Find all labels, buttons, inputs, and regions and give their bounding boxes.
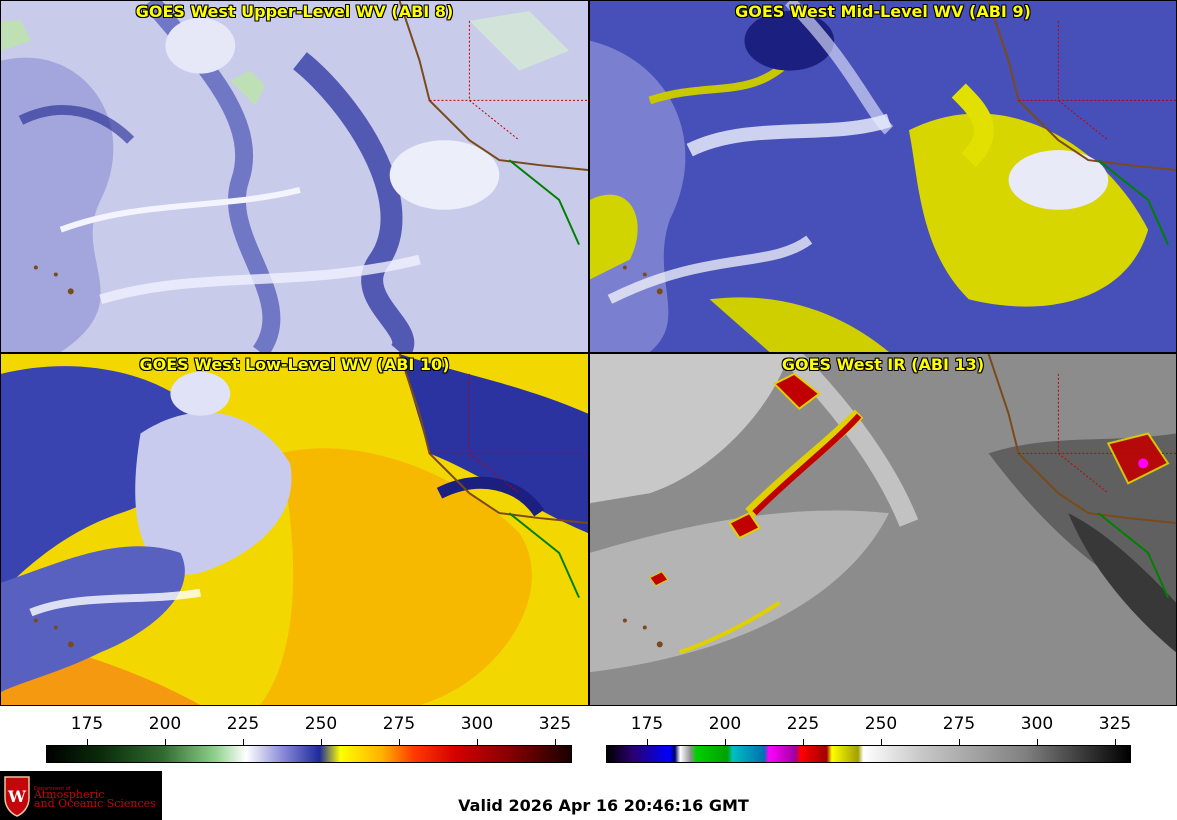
logo-department-text: Department of	[34, 786, 71, 792]
ir-tick-mark	[1115, 739, 1116, 745]
panel-title: GOES West Mid-Level WV (ABI 9)	[735, 2, 1031, 21]
ir-tick-label: 300	[1020, 714, 1054, 734]
upper-level-wv-image	[1, 1, 588, 352]
ir-tick-label: 175	[630, 714, 664, 734]
wv-tick-mark	[321, 739, 322, 745]
wv-tick-label: 175	[70, 714, 104, 734]
ir-colorbar: 175 200 225 250 275 300 325	[589, 706, 1177, 768]
ir-tick-label: 275	[942, 714, 976, 734]
wv-tick-mark	[243, 739, 244, 745]
ir-tick-mark	[881, 739, 882, 745]
panel-mid-level-wv: GOES West Mid-Level WV (ABI 9)	[589, 0, 1177, 353]
ir-tick-label: 325	[1098, 714, 1132, 734]
panel-upper-level-wv: GOES West Upper-Level WV (ABI 8)	[0, 0, 589, 353]
wv-tick-label: 325	[538, 714, 572, 734]
wv-color-scale	[46, 745, 572, 763]
ir-tick-label: 200	[708, 714, 742, 734]
valid-time-label: Valid 2026 Apr 16 20:46:16 GMT	[458, 796, 749, 815]
wv-tick-mark	[555, 739, 556, 745]
panel-title: GOES West IR (ABI 13)	[781, 355, 985, 374]
ir-tick-mark	[647, 739, 648, 745]
panel-title: GOES West Low-Level WV (ABI 10)	[139, 355, 450, 374]
aos-logo[interactable]: W Department of Atmospheric and Oceanic …	[0, 771, 162, 820]
mid-level-wv-image	[590, 1, 1176, 352]
wv-tick-label: 300	[460, 714, 494, 734]
panel-title: GOES West Upper-Level WV (ABI 8)	[135, 2, 454, 21]
ir-tick-mark	[959, 739, 960, 745]
ir-image	[590, 354, 1176, 705]
ir-tick-label: 225	[786, 714, 820, 734]
ir-tick-label: 250	[864, 714, 898, 734]
university-crest-icon: W	[4, 776, 30, 817]
wv-tick-label: 275	[382, 714, 416, 734]
ir-tick-mark	[1037, 739, 1038, 745]
panel-low-level-wv: GOES West Low-Level WV (ABI 10)	[0, 353, 589, 706]
wv-tick-mark	[399, 739, 400, 745]
logo-name-line1: Atmospheric	[34, 788, 105, 801]
wv-colorbar-tick-labels: 175 200 225 250 275 300 325	[0, 714, 589, 736]
wv-tick-label: 200	[148, 714, 182, 734]
panel-ir: GOES West IR (ABI 13)	[589, 353, 1177, 706]
wv-tick-label: 225	[226, 714, 260, 734]
wv-tick-label: 250	[304, 714, 338, 734]
ir-colorbar-tick-labels: 175 200 225 250 275 300 325	[589, 714, 1177, 736]
wv-colorbar: 175 200 225 250 275 300 325	[0, 706, 589, 768]
wv-tick-mark	[87, 739, 88, 745]
logo-name-line2: and Oceanic Sciences	[34, 797, 156, 810]
wv-tick-mark	[477, 739, 478, 745]
low-level-wv-image	[1, 354, 588, 705]
wv-tick-mark	[165, 739, 166, 745]
ir-tick-mark	[725, 739, 726, 745]
ir-color-scale	[606, 745, 1131, 763]
svg-text:W: W	[7, 787, 27, 806]
ir-tick-mark	[803, 739, 804, 745]
